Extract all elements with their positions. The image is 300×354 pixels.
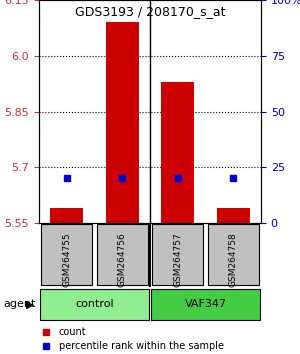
FancyBboxPatch shape [152,224,203,285]
Bar [50,208,83,223]
Text: GSM264758: GSM264758 [229,233,238,287]
Text: count: count [59,327,87,337]
FancyBboxPatch shape [41,224,92,285]
FancyBboxPatch shape [97,224,148,285]
Text: VAF347: VAF347 [184,299,226,309]
Text: GSM264755: GSM264755 [62,233,71,287]
FancyBboxPatch shape [151,289,260,320]
Text: percentile rank within the sample: percentile rank within the sample [59,341,224,351]
Text: GSM264757: GSM264757 [173,233,182,287]
Bar [106,22,139,223]
Bar [217,208,250,223]
FancyBboxPatch shape [40,289,149,320]
Text: GSM264756: GSM264756 [118,233,127,287]
Text: GDS3193 / 208170_s_at: GDS3193 / 208170_s_at [75,5,225,18]
Text: control: control [75,299,114,309]
FancyBboxPatch shape [208,224,259,285]
Text: agent: agent [3,299,35,309]
Bar [161,82,194,223]
Text: ▶: ▶ [26,299,34,309]
